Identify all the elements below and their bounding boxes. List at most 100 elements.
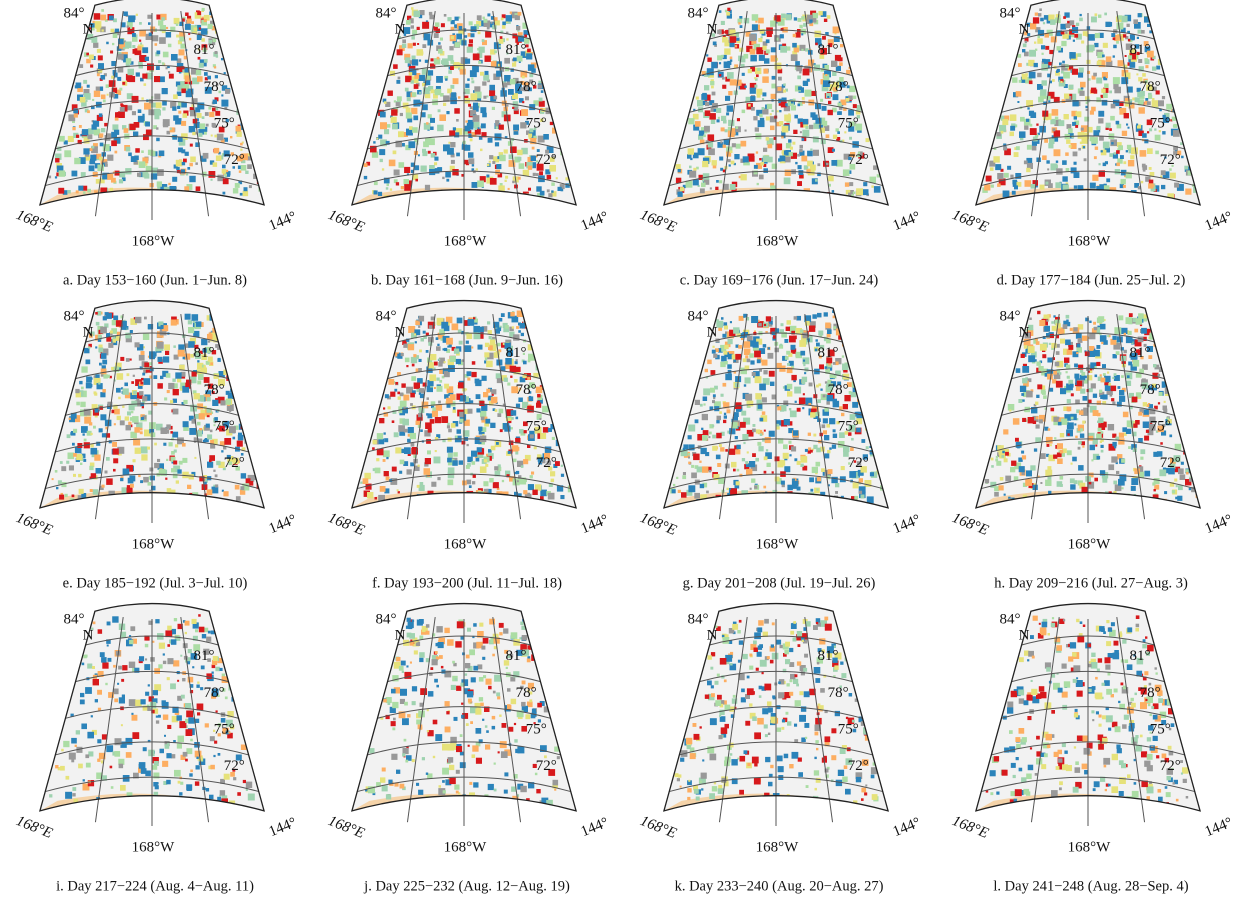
ice-pixel — [1065, 152, 1069, 156]
ice-pixel — [759, 55, 765, 61]
ice-pixel — [98, 63, 104, 69]
ice-pixel — [760, 202, 763, 205]
ice-pixel — [409, 72, 413, 76]
ice-pixel — [437, 57, 440, 60]
ice-pixel — [113, 316, 118, 321]
ice-pixel — [784, 497, 786, 499]
ice-pixel — [863, 189, 869, 195]
ice-pixel — [91, 448, 98, 455]
ice-pixel — [743, 500, 745, 502]
ice-pixel — [435, 450, 437, 452]
ice-pixel — [1107, 504, 1111, 508]
ice-pixel — [73, 474, 76, 477]
ice-pixel — [406, 365, 408, 367]
ice-pixel — [757, 68, 760, 71]
ice-pixel — [84, 348, 89, 353]
ice-pixel — [991, 465, 994, 468]
ice-pixel — [396, 80, 400, 84]
ice-pixel — [833, 429, 836, 432]
ice-pixel — [1113, 77, 1120, 84]
ice-pixel — [69, 418, 71, 420]
ice-pixel — [447, 423, 450, 426]
ice-pixel — [112, 124, 118, 130]
ice-pixel — [135, 448, 141, 454]
ice-pixel — [1067, 399, 1071, 403]
ice-pixel — [474, 86, 480, 92]
ice-pixel — [408, 427, 414, 433]
ice-pixel — [189, 176, 195, 182]
ice-pixel — [1104, 84, 1109, 89]
ice-pixel — [1056, 495, 1062, 501]
ice-pixel — [154, 463, 159, 468]
ice-pixel — [778, 195, 781, 198]
ice-pixel — [1038, 36, 1041, 39]
ice-pixel — [114, 130, 119, 135]
ice-pixel — [1135, 97, 1140, 102]
ice-pixel — [163, 356, 169, 362]
ice-pixel — [824, 453, 829, 458]
ice-pixel — [95, 21, 102, 28]
ice-pixel — [113, 448, 119, 454]
ice-pixel — [515, 15, 520, 20]
ice-pixel — [1106, 198, 1113, 205]
ice-pixel — [824, 435, 829, 440]
ice-pixel — [489, 336, 492, 339]
ice-pixel — [419, 388, 424, 393]
ice-pixel — [423, 331, 426, 334]
ice-pixel — [476, 458, 480, 462]
ice-pixel — [131, 381, 134, 384]
ice-pixel — [212, 400, 218, 406]
ice-pixel — [551, 479, 555, 483]
ice-pixel — [506, 38, 508, 40]
ice-pixel — [791, 105, 796, 110]
ice-pixel — [783, 90, 786, 93]
ice-pixel — [473, 475, 476, 478]
ice-pixel — [465, 59, 470, 64]
ice-pixel — [716, 108, 721, 113]
ice-pixel — [1038, 13, 1041, 16]
ice-pixel — [459, 341, 463, 345]
ice-pixel — [505, 497, 507, 499]
ice-pixel — [483, 17, 485, 19]
ice-pixel — [410, 403, 413, 406]
ice-pixel — [746, 194, 750, 198]
ice-pixel — [794, 387, 801, 394]
ice-pixel — [113, 458, 118, 463]
ice-pixel — [753, 424, 756, 427]
ice-pixel — [133, 391, 137, 395]
ice-pixel — [997, 132, 1001, 136]
ice-pixel — [793, 481, 799, 487]
ice-pixel — [466, 341, 469, 344]
ice-pixel — [473, 103, 478, 108]
ice-pixel — [163, 52, 169, 58]
ice-pixel — [131, 411, 133, 413]
ice-pixel — [722, 334, 726, 338]
ice-pixel — [1061, 193, 1067, 199]
ice-pixel — [727, 409, 731, 413]
ice-pixel — [802, 97, 805, 100]
ice-pixel — [140, 431, 143, 434]
ice-pixel — [224, 438, 231, 445]
ice-pixel — [763, 148, 767, 152]
ice-pixel — [802, 407, 804, 409]
ice-pixel — [95, 312, 98, 315]
ice-pixel — [124, 383, 128, 387]
ice-pixel — [1116, 150, 1120, 154]
ice-pixel — [710, 388, 715, 393]
ice-pixel — [1016, 91, 1022, 97]
ice-pixel — [1045, 182, 1048, 185]
ice-pixel — [527, 377, 530, 380]
ice-pixel — [527, 49, 531, 53]
ice-pixel — [401, 383, 405, 387]
ice-pixel — [793, 34, 796, 37]
panel-caption: g. Day 201−208 (Jul. 19−Jul. 26) — [683, 575, 876, 591]
ice-pixel — [79, 489, 84, 494]
ice-pixel — [428, 429, 432, 433]
ice-pixel — [406, 20, 411, 25]
ice-pixel — [483, 96, 486, 99]
longitude-label: 168°W — [444, 536, 487, 552]
ice-pixel — [139, 22, 142, 25]
ice-pixel — [513, 334, 519, 340]
ice-pixel — [1143, 422, 1150, 429]
latitude-label: 72° — [536, 455, 557, 471]
